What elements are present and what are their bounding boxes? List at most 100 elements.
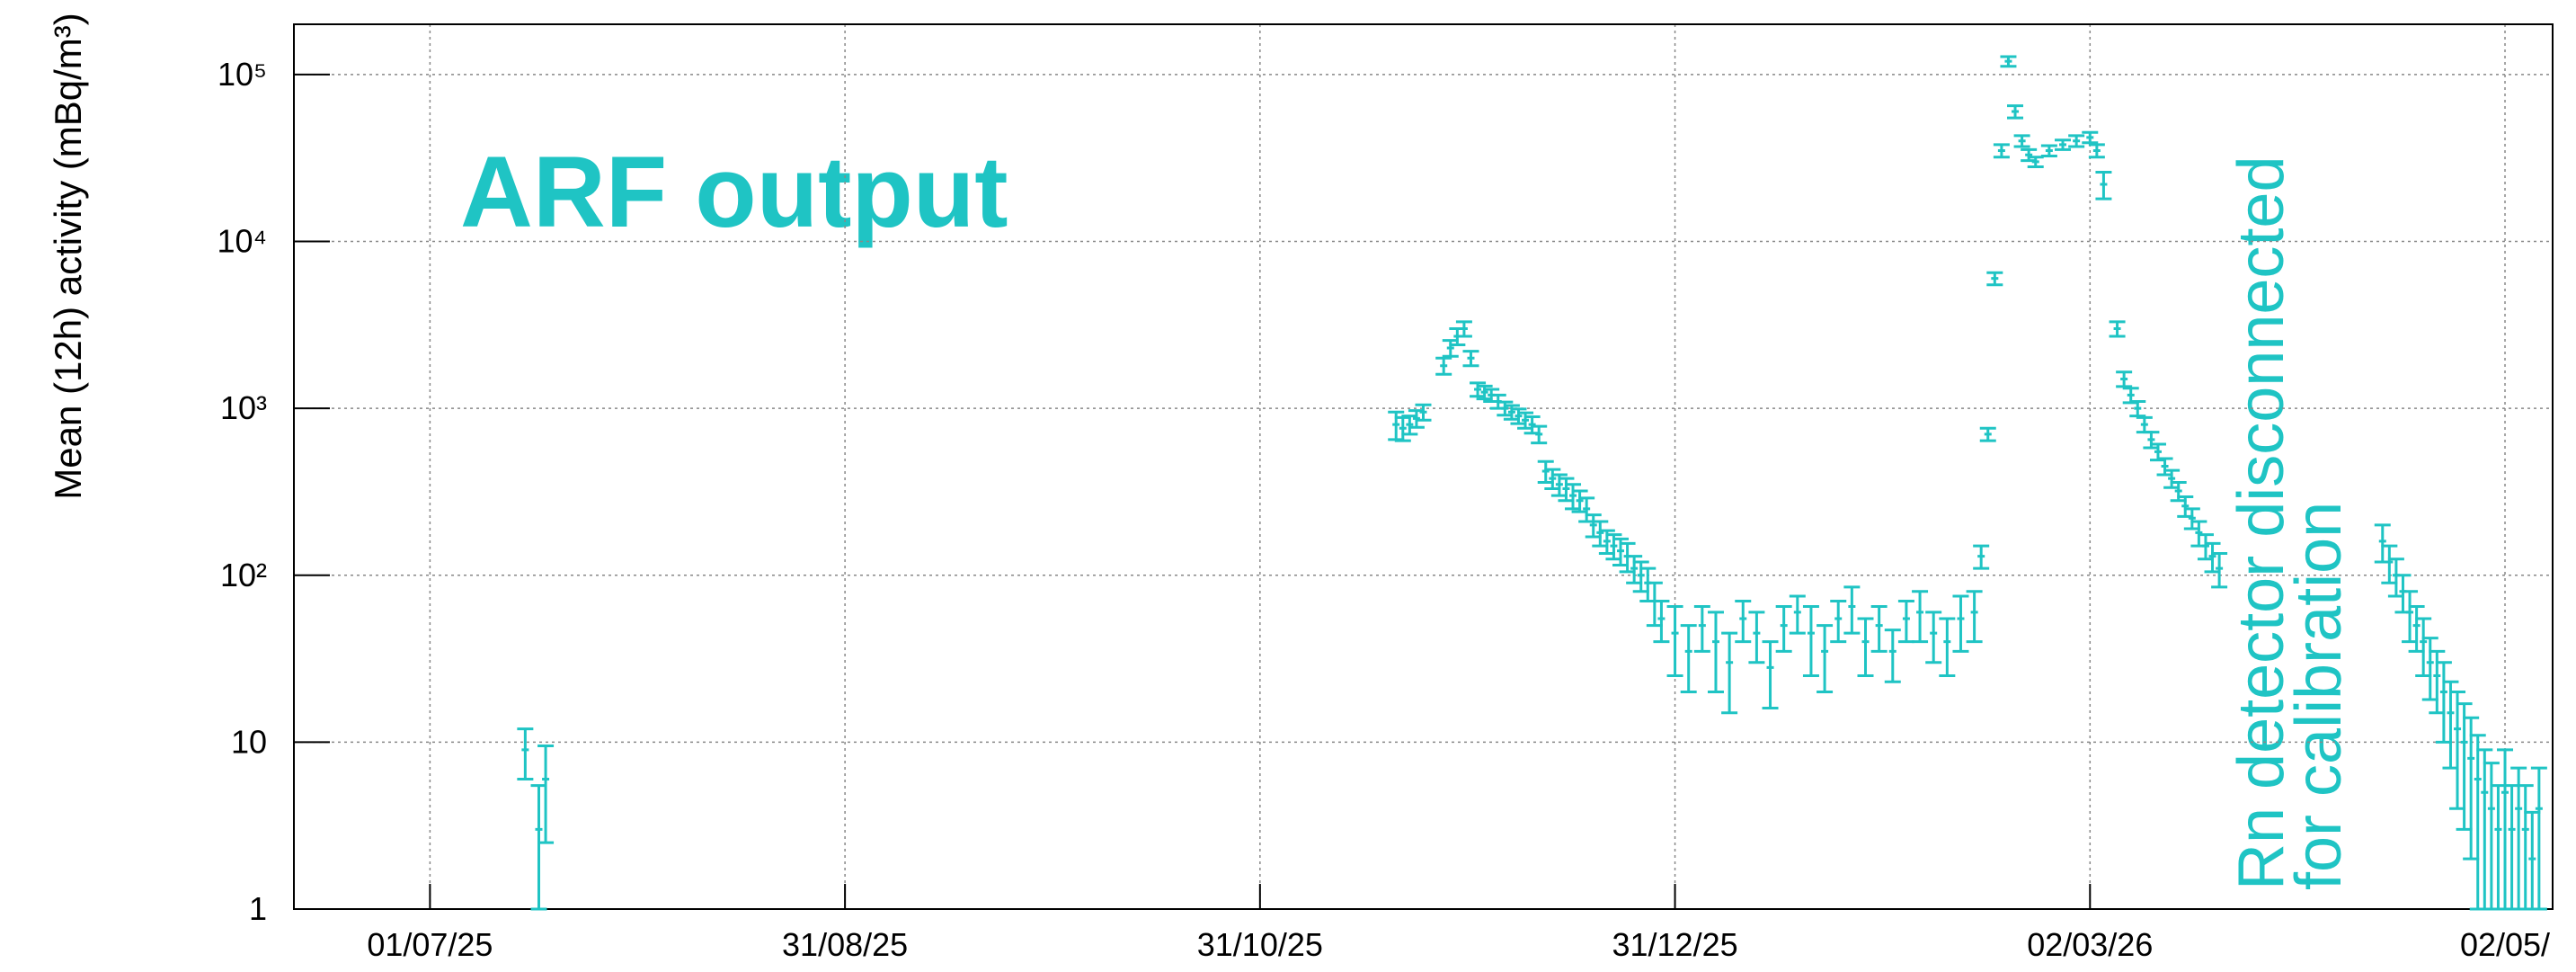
- error-bar: [1789, 594, 1806, 635]
- error-bar: [2000, 55, 2017, 68]
- error-bar: [2109, 320, 2126, 338]
- error-bar: [1571, 489, 1588, 513]
- error-bar: [1925, 611, 1942, 664]
- error-bar: [2088, 143, 2105, 159]
- x-tick-label: 02/03/26: [2027, 926, 2153, 963]
- error-bar: [1707, 611, 1724, 693]
- error-bar: [1544, 468, 1561, 491]
- error-bar: [2156, 457, 2173, 477]
- error-bar: [1775, 604, 1792, 653]
- error-bar: [2490, 784, 2507, 911]
- error-bar: [2517, 784, 2534, 911]
- error-bar: [1979, 426, 1996, 442]
- error-bar: [1966, 590, 1983, 644]
- error-bar: [1973, 544, 1990, 570]
- error-bar: [2068, 134, 2085, 148]
- error-bar: [1653, 600, 1670, 644]
- error-bar: [1993, 143, 2010, 159]
- error-bar: [2055, 138, 2072, 151]
- error-bar: [1612, 537, 1630, 566]
- error-bar: [1626, 555, 1643, 584]
- error-bar: [2483, 762, 2500, 911]
- error-bar: [1639, 566, 1657, 603]
- error-bar: [2211, 552, 2228, 589]
- error-bar: [1830, 600, 1847, 644]
- error-bar: [2476, 748, 2493, 911]
- error-bar: [2095, 170, 2112, 201]
- error-bar: [517, 727, 534, 781]
- error-bar: [2204, 541, 2221, 574]
- error-bar: [1598, 529, 1615, 556]
- error-bar: [1912, 590, 1929, 644]
- error-bar: [1939, 617, 1956, 678]
- error-bar: [1680, 624, 1697, 693]
- error-bar: [2129, 399, 2146, 418]
- x-tick-label: 31/08/25: [782, 926, 908, 963]
- y-tick-label: 1: [249, 890, 267, 927]
- error-bar: [2381, 544, 2398, 584]
- error-bar: [1802, 604, 1819, 678]
- y-tick-label: 10: [231, 723, 267, 760]
- error-bar: [2027, 156, 2044, 168]
- annotation: ARF output: [460, 136, 1008, 248]
- error-bar: [2374, 523, 2391, 564]
- error-bar: [2530, 766, 2547, 911]
- error-bar: [2402, 590, 2419, 644]
- plot-frame: [293, 23, 2554, 910]
- error-bar: [1558, 477, 1575, 503]
- error-bar: [1455, 320, 1472, 338]
- error-bar: [2163, 468, 2181, 489]
- error-bar: [1435, 356, 1452, 376]
- error-bar: [2143, 431, 2160, 450]
- x-tick-label: 31/12/25: [1612, 926, 1737, 963]
- error-bar: [2408, 604, 2425, 653]
- error-bar: [1619, 541, 1636, 574]
- error-bar: [2469, 734, 2486, 911]
- error-bar: [1857, 617, 1874, 678]
- error-bar: [1843, 585, 1861, 635]
- error-bar: [1762, 640, 1779, 709]
- error-bar: [2449, 690, 2466, 810]
- error-bar: [1592, 520, 1609, 548]
- error-bar: [1565, 483, 1582, 511]
- error-bar: [1897, 600, 1914, 644]
- error-bar: [2177, 495, 2194, 518]
- error-bar: [1578, 496, 1595, 523]
- x-tick-label: 02/05/: [2460, 926, 2550, 963]
- error-bar: [1510, 407, 1527, 425]
- error-bar: [1870, 604, 1888, 653]
- error-bar: [2415, 617, 2432, 678]
- error-bar: [1415, 403, 1432, 422]
- error-bar: [2503, 784, 2520, 911]
- error-bar: [1531, 424, 1548, 445]
- error-bar: [2183, 507, 2200, 531]
- error-bar: [1476, 384, 1493, 401]
- error-bar: [1748, 611, 1765, 664]
- error-bar: [2013, 134, 2030, 148]
- error-bar: [1986, 271, 2003, 287]
- error-bar: [1523, 415, 1541, 435]
- error-bar: [2007, 104, 2024, 120]
- error-bar: [2116, 370, 2133, 388]
- error-bar: [2497, 748, 2514, 911]
- error-bar: [1817, 624, 1834, 693]
- x-tick-label: 01/07/25: [367, 926, 493, 963]
- y-axis-label: Mean (12h) activity (mBq/m³): [47, 13, 89, 499]
- error-bar: [1401, 415, 1418, 436]
- error-bar: [1497, 400, 1514, 417]
- annotation: for calibration: [2283, 502, 2355, 890]
- error-bar: [1735, 600, 1752, 644]
- error-bar: [2421, 637, 2438, 701]
- error-bar: [1394, 415, 1411, 442]
- annotation: Rn detector disconnected: [2225, 156, 2297, 890]
- error-bar: [1442, 339, 1459, 358]
- error-bar: [2082, 130, 2099, 145]
- y-tick-label: 10²: [220, 557, 267, 593]
- error-bar: [1585, 513, 1602, 539]
- error-bar: [2442, 680, 2459, 770]
- error-bar: [2429, 649, 2446, 715]
- error-bar: [1503, 404, 1520, 421]
- error-bar: [2463, 716, 2480, 861]
- error-bar: [1462, 350, 1479, 368]
